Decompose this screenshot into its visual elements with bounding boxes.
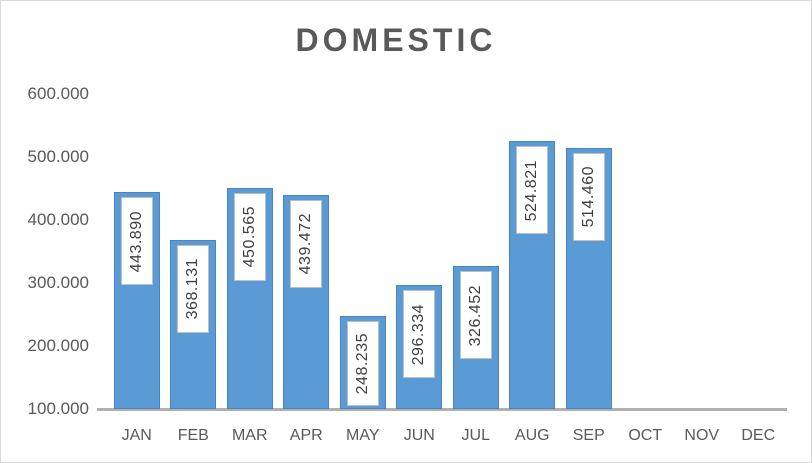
data-label-jun: 296.334 bbox=[403, 290, 436, 379]
data-label-value: 524.821 bbox=[523, 159, 541, 222]
data-label-aug: 524.821 bbox=[516, 146, 549, 235]
x-label-nov: NOV bbox=[684, 427, 720, 444]
y-tick-label: 400.000 bbox=[27, 210, 89, 229]
y-tick-label: 500.000 bbox=[27, 147, 89, 166]
data-label-value: 450.565 bbox=[240, 206, 258, 268]
data-label-apr: 439.472 bbox=[290, 200, 323, 289]
data-label-sep: 514.460 bbox=[572, 152, 605, 241]
x-label-jan: JAN bbox=[121, 427, 152, 444]
x-label-may: MAY bbox=[346, 427, 380, 444]
x-label-dec: DEC bbox=[741, 427, 776, 444]
data-label-mar: 450.565 bbox=[233, 193, 266, 282]
x-label-sep: SEP bbox=[572, 427, 605, 444]
x-label-feb: FEB bbox=[177, 427, 209, 444]
y-tick-label: 300.000 bbox=[27, 273, 89, 292]
data-label-jul: 326.452 bbox=[459, 271, 492, 360]
chart-title: DOMESTIC bbox=[295, 22, 497, 58]
x-label-apr: APR bbox=[289, 427, 323, 444]
data-label-value: 248.235 bbox=[353, 332, 371, 394]
data-label-value: 514.460 bbox=[579, 166, 597, 228]
data-label-value: 439.472 bbox=[297, 213, 315, 275]
x-axis-line bbox=[97, 408, 787, 411]
data-label-may: 248.235 bbox=[346, 320, 379, 406]
x-label-oct: OCT bbox=[628, 427, 663, 444]
data-label-feb: 368.131 bbox=[177, 245, 210, 334]
x-label-aug: AUG bbox=[514, 427, 550, 444]
data-label-value: 368.131 bbox=[184, 258, 202, 320]
x-label-jun: JUN bbox=[403, 427, 435, 444]
data-label-value: 296.334 bbox=[410, 303, 428, 365]
y-tick-label: 200.000 bbox=[27, 336, 89, 355]
data-label-jan: 443.890 bbox=[120, 197, 153, 286]
y-tick-label: 600.000 bbox=[27, 84, 89, 103]
x-label-mar: MAR bbox=[231, 427, 268, 444]
data-label-value: 326.452 bbox=[466, 284, 484, 346]
x-label-jul: JUL bbox=[461, 427, 490, 444]
data-label-value: 443.890 bbox=[127, 210, 145, 273]
y-tick-label: 100.000 bbox=[27, 399, 89, 418]
